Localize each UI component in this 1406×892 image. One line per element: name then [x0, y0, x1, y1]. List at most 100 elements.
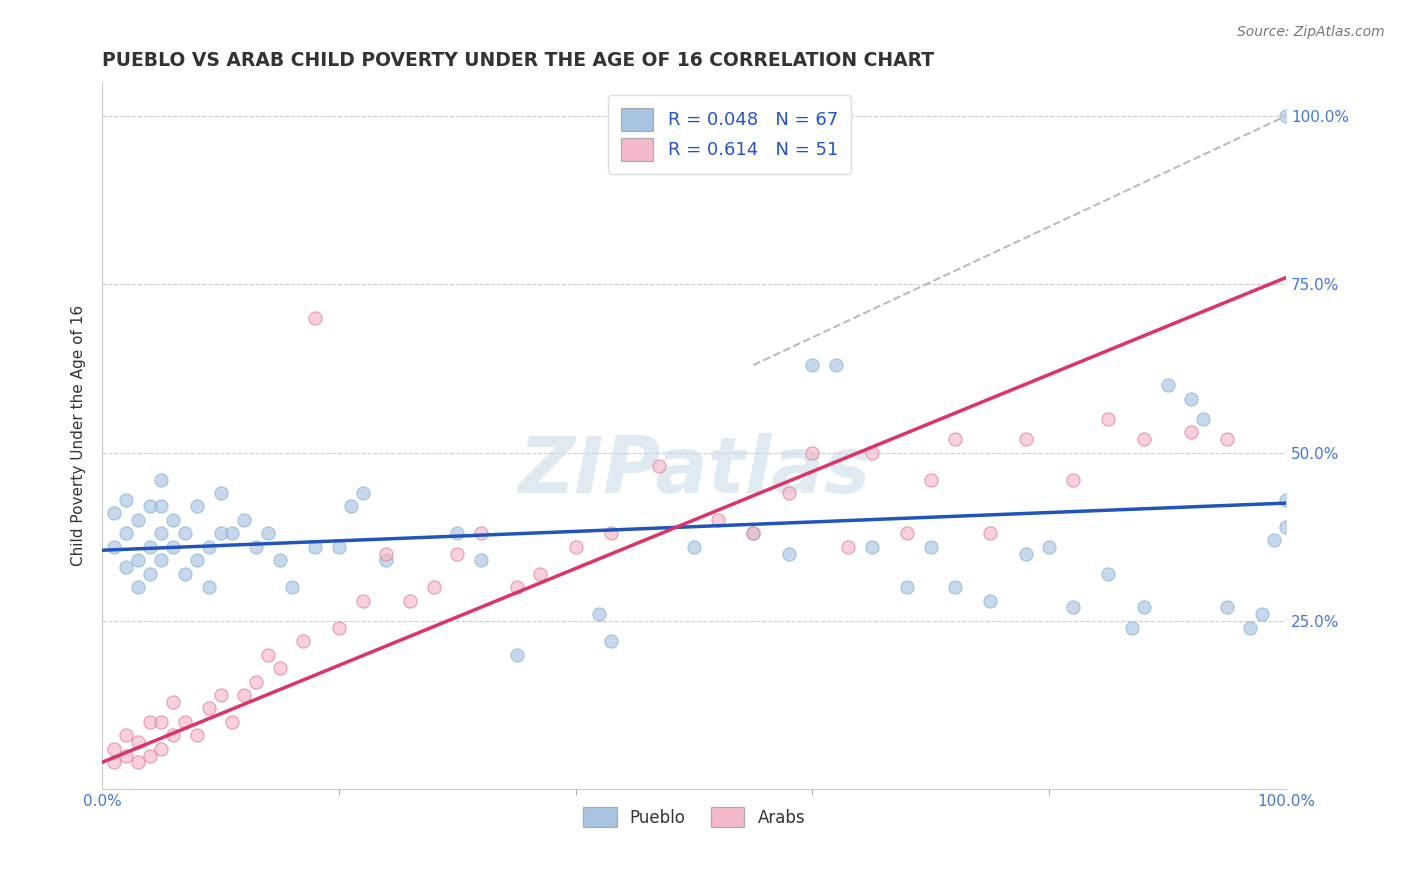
Point: [1263, 533, 1285, 548]
Point: [1251, 607, 1274, 622]
Point: [127, 513, 149, 527]
Point: [328, 621, 350, 635]
Point: [1038, 540, 1060, 554]
Point: [683, 540, 706, 554]
Point: [1014, 432, 1036, 446]
Point: [505, 648, 527, 662]
Point: [1097, 566, 1119, 581]
Point: [127, 553, 149, 567]
Point: [162, 728, 184, 742]
Point: [150, 473, 173, 487]
Point: [115, 748, 138, 763]
Point: [1062, 473, 1084, 487]
Point: [860, 540, 883, 554]
Point: [340, 500, 363, 514]
Point: [162, 540, 184, 554]
Point: [979, 526, 1001, 541]
Point: [197, 701, 219, 715]
Point: [115, 728, 138, 742]
Point: [245, 540, 267, 554]
Point: [186, 553, 208, 567]
Point: [138, 500, 160, 514]
Point: [328, 540, 350, 554]
Point: [529, 566, 551, 581]
Point: [1275, 492, 1298, 507]
Point: [138, 540, 160, 554]
Point: [186, 500, 208, 514]
Point: [801, 358, 824, 372]
Point: [896, 580, 918, 594]
Point: [600, 634, 623, 648]
Point: [446, 547, 468, 561]
Point: [825, 358, 848, 372]
Point: [150, 526, 173, 541]
Point: [1192, 412, 1215, 426]
Point: [221, 714, 243, 729]
Point: [280, 580, 302, 594]
Point: [162, 695, 184, 709]
Point: [742, 526, 765, 541]
Point: [505, 580, 527, 594]
Point: [422, 580, 444, 594]
Point: [138, 566, 160, 581]
Text: Source: ZipAtlas.com: Source: ZipAtlas.com: [1237, 25, 1385, 39]
Point: [352, 486, 374, 500]
Point: [920, 473, 942, 487]
Point: [197, 580, 219, 594]
Point: [1156, 378, 1178, 392]
Point: [209, 486, 232, 500]
Point: [269, 553, 291, 567]
Point: [138, 714, 160, 729]
Point: [1133, 432, 1156, 446]
Point: [778, 547, 800, 561]
Point: [150, 714, 173, 729]
Point: [150, 741, 173, 756]
Point: [778, 486, 800, 500]
Point: [127, 580, 149, 594]
Point: [1121, 621, 1143, 635]
Point: [564, 540, 586, 554]
Point: [115, 492, 138, 507]
Point: [943, 580, 966, 594]
Y-axis label: Child Poverty Under the Age of 16: Child Poverty Under the Age of 16: [72, 305, 86, 566]
Point: [943, 432, 966, 446]
Point: [446, 526, 468, 541]
Legend: Pueblo, Arabs: Pueblo, Arabs: [576, 800, 811, 834]
Text: ZIPatlas: ZIPatlas: [517, 434, 870, 509]
Point: [600, 526, 623, 541]
Point: [304, 310, 326, 325]
Point: [103, 756, 125, 770]
Point: [245, 674, 267, 689]
Point: [257, 526, 280, 541]
Point: [399, 593, 422, 607]
Point: [209, 688, 232, 702]
Point: [979, 593, 1001, 607]
Point: [1014, 547, 1036, 561]
Point: [352, 593, 374, 607]
Point: [103, 506, 125, 520]
Text: PUEBLO VS ARAB CHILD POVERTY UNDER THE AGE OF 16 CORRELATION CHART: PUEBLO VS ARAB CHILD POVERTY UNDER THE A…: [103, 51, 935, 70]
Point: [1180, 392, 1202, 406]
Point: [233, 513, 256, 527]
Point: [115, 526, 138, 541]
Point: [127, 756, 149, 770]
Point: [860, 445, 883, 459]
Point: [197, 540, 219, 554]
Point: [209, 526, 232, 541]
Point: [186, 728, 208, 742]
Point: [375, 547, 398, 561]
Point: [233, 688, 256, 702]
Point: [174, 714, 197, 729]
Point: [920, 540, 942, 554]
Point: [174, 526, 197, 541]
Point: [115, 560, 138, 574]
Point: [269, 661, 291, 675]
Point: [470, 526, 492, 541]
Point: [292, 634, 315, 648]
Point: [221, 526, 243, 541]
Point: [1216, 600, 1239, 615]
Point: [150, 500, 173, 514]
Point: [742, 526, 765, 541]
Point: [103, 540, 125, 554]
Point: [257, 648, 280, 662]
